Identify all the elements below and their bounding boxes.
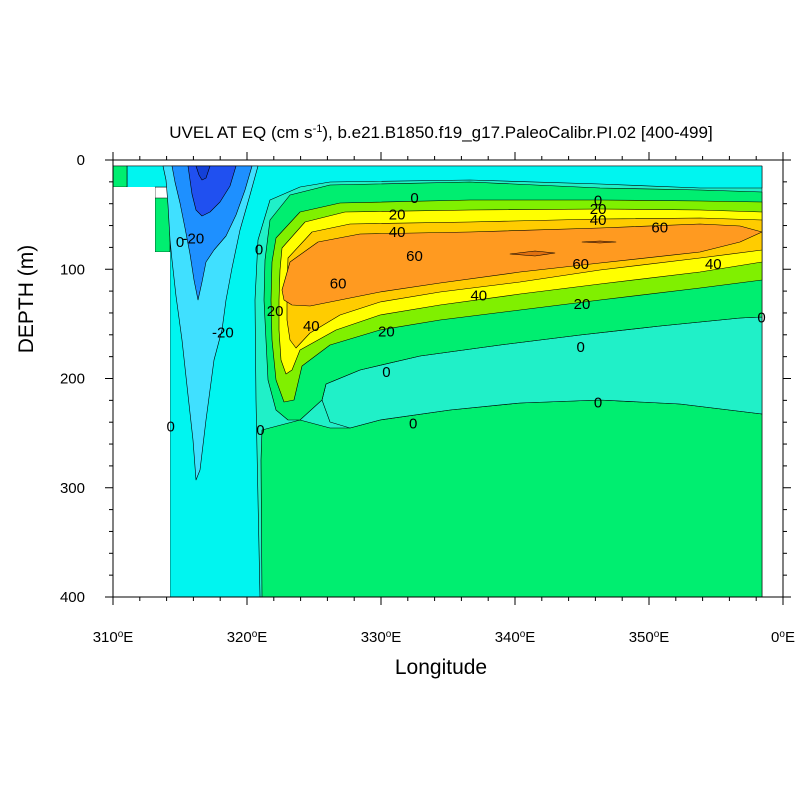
x-tick-label: 0oE [771, 629, 795, 647]
contour-label: 0 [255, 242, 263, 259]
contour-label: 0 [176, 234, 184, 251]
contour-label: 0 [382, 364, 390, 381]
y-axis-title: DEPTH (m) [15, 245, 38, 354]
contour-label: 40 [590, 212, 607, 229]
contour-label: 20 [378, 324, 395, 341]
contour-label: 40 [389, 224, 406, 241]
fill-band-below-minus30-core [195, 165, 211, 181]
x-axis-ticks: 310oE 320oE 330oE 340oE 350oE 0oE [93, 152, 795, 646]
fill-band-10-to-20-coast-top [113, 165, 128, 188]
land-mask [113, 187, 170, 597]
x-axis-title: Longitude [395, 656, 487, 679]
fill-band-50-to-60 [281, 223, 763, 307]
contour-label: 0 [757, 309, 765, 326]
contour-fills [113, 165, 763, 597]
contour-label: 60 [651, 220, 668, 237]
contour-label: 0 [256, 422, 264, 439]
y-tick-label: 100 [60, 261, 85, 278]
x-tick-label: 330oE [361, 629, 402, 647]
contour-label: -20 [212, 325, 234, 342]
x-tick-label: 340oE [495, 629, 536, 647]
fill-band-10-to-20-coast-mid [154, 197, 171, 253]
contour-label: 0 [594, 192, 602, 209]
contour-label: 0 [166, 419, 174, 436]
contour-label: 60 [330, 275, 347, 292]
contour-label: 0 [410, 190, 418, 207]
contour-label: 20 [389, 207, 406, 224]
x-tick-label: 310oE [93, 629, 134, 647]
contour-label: 20 [574, 296, 591, 313]
fill-band-above-60-east [581, 240, 617, 244]
contour-label: 0 [409, 415, 417, 432]
contour-label: 60 [572, 256, 589, 273]
y-tick-label: 400 [60, 589, 85, 606]
y-tick-label: 200 [60, 371, 85, 388]
contour-label: 40 [470, 287, 487, 304]
contour-label: 0 [576, 339, 584, 356]
x-tick-label: 350oE [629, 629, 670, 647]
x-tick-label: 320oE [227, 629, 268, 647]
fill-band-minus30-to-minus20 [171, 165, 253, 301]
fill-band-above-60 [509, 250, 556, 257]
contour-label: 60 [406, 248, 423, 265]
chart-title: UVEL AT EQ (cm s-1), b.e21.B1850.f19_g17… [169, 123, 712, 142]
fill-band-minus20-to-minus10 [162, 165, 259, 481]
contour-label: 40 [303, 318, 320, 335]
fill-band-10-to-20-deep [260, 399, 763, 597]
contour-label: 20 [267, 303, 284, 320]
fill-band-below-minus30 [187, 165, 237, 217]
contour-label: -20 [183, 231, 205, 248]
contour-label: 0 [594, 395, 602, 412]
y-tick-label: 300 [60, 480, 85, 497]
y-tick-label: 0 [77, 152, 85, 169]
contour-label: 20 [590, 201, 607, 218]
contour-label: 40 [705, 256, 722, 273]
